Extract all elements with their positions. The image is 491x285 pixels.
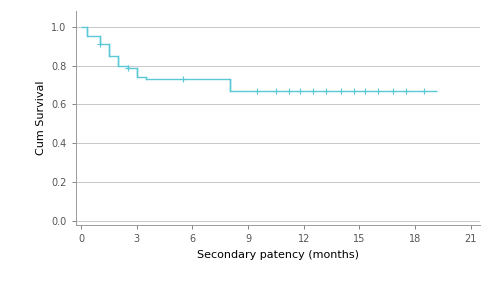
Y-axis label: Cum Survival: Cum Survival bbox=[36, 81, 46, 155]
X-axis label: Secondary patency (months): Secondary patency (months) bbox=[197, 250, 359, 260]
